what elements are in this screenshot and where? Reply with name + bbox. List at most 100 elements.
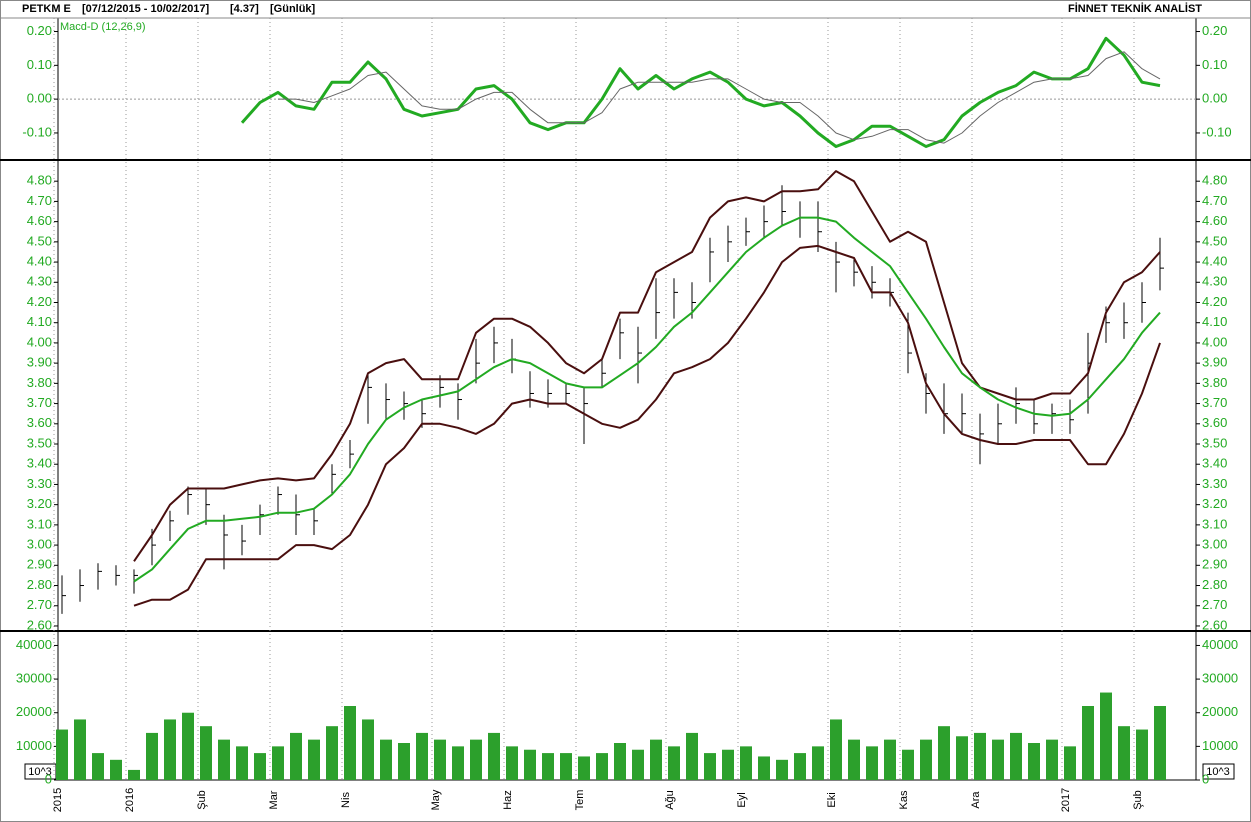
volume-bar <box>1028 743 1040 780</box>
unit-label: 10^3 <box>1206 766 1230 778</box>
y-tick-label: 3.00 <box>1202 537 1227 552</box>
y-tick-label: 0.20 <box>27 23 52 38</box>
y-tick-label: 2.80 <box>27 577 52 592</box>
x-tick-label: Ağu <box>664 790 676 810</box>
y-tick-label: 30000 <box>16 671 52 686</box>
volume-bar <box>146 732 158 780</box>
volume-bar <box>758 756 770 780</box>
volume-bar <box>938 726 950 780</box>
series-line <box>240 36 1161 148</box>
y-tick-label: 3.90 <box>27 355 52 370</box>
volume-bar <box>830 719 842 780</box>
y-tick-label: 3.10 <box>27 516 52 531</box>
volume-bar <box>1064 746 1076 780</box>
volume-bar <box>848 739 860 780</box>
x-tick-label: Tem <box>574 790 586 811</box>
y-tick-label: 4.80 <box>27 173 52 188</box>
y-tick-label: 4.00 <box>27 334 52 349</box>
volume-bar <box>272 746 284 780</box>
unit-box <box>1202 763 1235 780</box>
y-tick-label: 4.00 <box>1202 334 1227 349</box>
volume-bar <box>326 726 338 780</box>
volume-bar <box>1136 729 1148 780</box>
volume-bar <box>128 769 140 780</box>
last-price: [4.37] <box>230 3 259 15</box>
volume-bar <box>542 753 554 780</box>
x-tick-label: Şub <box>196 790 208 810</box>
series-line <box>278 51 1161 144</box>
x-tick-label: Haz <box>502 790 514 810</box>
y-tick-label: 2.80 <box>1202 577 1227 592</box>
volume-bar <box>452 746 464 780</box>
y-tick-label: 4.30 <box>27 274 52 289</box>
series-line <box>133 244 1161 607</box>
series-line <box>133 216 1161 583</box>
volume-bar <box>794 753 806 780</box>
y-tick-label: 0.20 <box>1202 23 1227 38</box>
volume-bar <box>650 739 662 780</box>
x-tick-label: Nis <box>340 792 352 808</box>
volume-bar <box>92 753 104 780</box>
volume-bar <box>362 719 374 780</box>
y-tick-label: 0.00 <box>1202 91 1227 106</box>
volume-bar <box>236 746 248 780</box>
date-range: [07/12/2015 - 10/02/2017] <box>82 3 210 15</box>
volume-bar <box>1154 706 1166 780</box>
y-tick-label: 4.10 <box>1202 314 1227 329</box>
y-tick-label: 4.30 <box>1202 274 1227 289</box>
volume-bar <box>668 746 680 780</box>
y-tick-label: 3.20 <box>27 496 52 511</box>
y-tick-label: 3.80 <box>27 375 52 390</box>
y-tick-label: 4.10 <box>27 314 52 329</box>
volume-bar <box>776 759 788 780</box>
volume-bar <box>506 746 518 780</box>
volume-bar <box>722 749 734 780</box>
volume-bar <box>488 732 500 780</box>
x-tick-label: Kas <box>898 790 910 809</box>
y-tick-label: 2.90 <box>1202 557 1227 572</box>
volume-bar <box>560 753 572 780</box>
volume-bar <box>1046 739 1058 780</box>
volume-bar <box>290 732 302 780</box>
x-tick-label: May <box>430 789 442 810</box>
volume-bar <box>1100 692 1112 780</box>
y-tick-label: -0.10 <box>22 124 52 139</box>
volume-bar <box>866 746 878 780</box>
y-tick-label: 4.20 <box>27 294 52 309</box>
x-tick-label: 2015 <box>52 788 64 812</box>
y-tick-label: 3.60 <box>27 415 52 430</box>
y-tick-label: 4.70 <box>27 193 52 208</box>
y-tick-label: 2.60 <box>27 617 52 632</box>
y-tick-label: 4.50 <box>1202 233 1227 248</box>
x-tick-label: Eki <box>826 792 838 807</box>
y-tick-label: 3.30 <box>1202 476 1227 491</box>
y-tick-label: 4.60 <box>27 213 52 228</box>
y-tick-label: 20000 <box>1202 704 1238 719</box>
y-tick-label: 0.00 <box>27 91 52 106</box>
volume-bar <box>920 739 932 780</box>
y-tick-label: 4.20 <box>1202 294 1227 309</box>
x-tick-label: Ara <box>970 791 982 809</box>
y-tick-label: 4.60 <box>1202 213 1227 228</box>
y-tick-label: 10000 <box>16 738 52 753</box>
x-tick-label: Eyl <box>736 792 748 807</box>
x-tick-label: 2016 <box>124 788 136 812</box>
series-line <box>133 170 1161 562</box>
x-tick-label: Şub <box>1132 790 1144 810</box>
y-tick-label: 2.90 <box>27 557 52 572</box>
volume-bar <box>632 749 644 780</box>
x-tick-label: Mar <box>268 790 280 809</box>
y-tick-label: 10000 <box>1202 738 1238 753</box>
volume-bar <box>470 739 482 780</box>
y-tick-label: 3.20 <box>1202 496 1227 511</box>
volume-bar <box>1010 732 1022 780</box>
y-tick-label: 2.70 <box>1202 597 1227 612</box>
x-tick-label: 2017 <box>1060 788 1072 812</box>
volume-bar <box>1082 706 1094 780</box>
symbol: PETKM E <box>22 3 71 15</box>
volume-bar <box>524 749 536 780</box>
y-tick-label: 0.10 <box>1202 57 1227 72</box>
y-tick-label: 4.50 <box>27 233 52 248</box>
y-tick-label: 3.90 <box>1202 355 1227 370</box>
